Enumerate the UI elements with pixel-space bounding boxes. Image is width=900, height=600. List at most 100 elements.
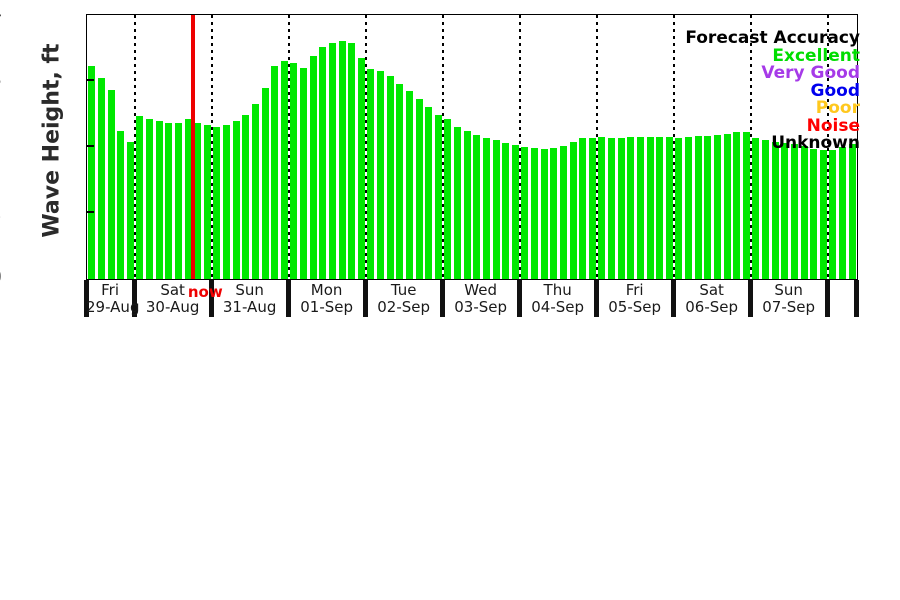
bar — [271, 66, 279, 279]
bar — [752, 138, 760, 279]
day-of-week-label: Tue — [390, 281, 417, 299]
y-tick-mark — [86, 79, 94, 81]
day-divider — [827, 15, 830, 279]
bar — [800, 145, 808, 279]
bar — [723, 133, 731, 279]
day-tick — [854, 280, 859, 317]
bar — [848, 143, 856, 279]
y-tick-label: 0 — [0, 267, 2, 288]
day-tick — [517, 280, 523, 317]
bar — [242, 115, 250, 279]
bar — [328, 42, 336, 279]
plot-area — [86, 14, 858, 280]
bar — [405, 90, 413, 279]
bar — [251, 104, 259, 279]
day-tick — [363, 280, 369, 317]
bar — [97, 78, 105, 279]
day-tick — [825, 280, 831, 317]
x-axis-day-label: Sat 30-Aug — [134, 282, 211, 316]
bar — [694, 136, 702, 279]
bar — [511, 145, 519, 279]
x-axis-day-label: Sat 06-Sep — [673, 282, 750, 316]
bar — [454, 127, 462, 279]
bar — [174, 122, 182, 279]
legend-entry-unknown: Unknown — [771, 133, 860, 153]
legend-entry-good: Good — [810, 80, 860, 101]
bar — [463, 130, 471, 279]
bar — [415, 99, 423, 279]
y-axis-title: Wave Height, ft — [39, 43, 65, 238]
bar — [521, 147, 529, 279]
day-date-label: 05-Sep — [608, 298, 662, 316]
day-tick — [209, 280, 215, 317]
bar — [742, 132, 750, 279]
day-divider — [673, 15, 676, 279]
bar — [531, 148, 539, 279]
bar — [194, 122, 202, 279]
day-of-week-label: Sun — [774, 281, 803, 299]
bar — [550, 147, 558, 279]
bar — [762, 140, 770, 279]
bar — [713, 135, 721, 279]
day-of-week-label: Fri — [625, 281, 644, 299]
bar — [338, 41, 346, 279]
bar — [829, 150, 837, 279]
day-divider — [211, 15, 214, 279]
bar — [598, 137, 606, 279]
bar — [300, 67, 308, 279]
day-divider — [519, 15, 522, 279]
bar — [348, 42, 356, 279]
day-tick — [594, 280, 600, 317]
day-date-label: 29-Aug — [86, 298, 140, 316]
bar — [627, 137, 635, 279]
y-tick-mark — [86, 145, 94, 147]
day-of-week-label: Sat — [160, 281, 185, 299]
bar — [675, 137, 683, 279]
plot-inner — [87, 15, 857, 279]
bar — [656, 137, 664, 279]
bar — [646, 137, 654, 279]
day-divider — [750, 15, 753, 279]
legend-entry-poor: Poor — [815, 98, 860, 118]
legend-entry-very-good: Very Good — [761, 63, 860, 83]
bar — [781, 143, 789, 279]
bar — [377, 71, 385, 279]
bar — [733, 132, 741, 279]
bar — [492, 140, 500, 279]
legend-title: Forecast Accuracy — [685, 28, 860, 48]
bar — [136, 115, 144, 279]
bar — [309, 55, 317, 279]
bar — [434, 115, 442, 279]
now-line — [190, 15, 195, 279]
day-divider — [596, 15, 599, 279]
y-tick-mark — [86, 211, 94, 213]
bar — [386, 75, 394, 279]
day-tick — [84, 280, 89, 317]
bar — [367, 69, 375, 279]
bar — [290, 62, 298, 279]
bar — [107, 90, 115, 279]
day-date-label: 07-Sep — [762, 298, 816, 316]
bar — [184, 119, 192, 279]
bar — [810, 148, 818, 279]
bar — [665, 137, 673, 279]
bar — [579, 138, 587, 279]
bar — [444, 119, 452, 279]
bar — [357, 57, 365, 279]
y-tick-label: 3 — [0, 69, 2, 90]
day-tick — [286, 280, 292, 317]
day-of-week-label: Wed — [464, 281, 497, 299]
day-date-label: 06-Sep — [685, 298, 739, 316]
legend-entry-noise: Noise — [806, 115, 860, 136]
legend-entry-excellent: Excellent — [772, 45, 860, 66]
day-of-week-label: Thu — [543, 281, 572, 299]
bar — [117, 130, 125, 279]
bar — [839, 147, 847, 279]
y-tick-label: 1 — [0, 201, 2, 222]
x-axis-day-label: Fri 05-Sep — [596, 282, 673, 316]
day-tick — [440, 280, 446, 317]
bar — [608, 137, 616, 279]
bar — [146, 118, 154, 279]
bar — [569, 141, 577, 279]
day-of-week-label: Sat — [699, 281, 724, 299]
